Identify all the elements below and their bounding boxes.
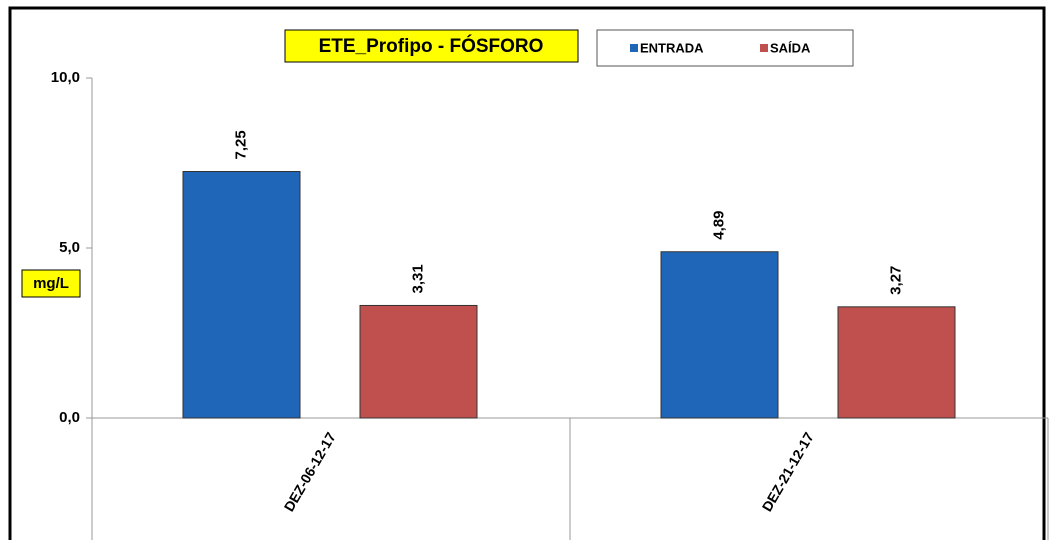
title-box [284, 29, 579, 63]
value-label: 7,25 [232, 130, 249, 159]
chart-title: ETE_Profipo - FÓSFORO [319, 35, 544, 57]
legend-label: ENTRADA [640, 40, 704, 55]
legend-label: SAÍDA [770, 40, 811, 55]
bar [837, 306, 956, 419]
y-tick-label: 0,0 [59, 409, 80, 426]
bar [182, 171, 301, 419]
y-tick-label: 5,0 [59, 239, 80, 256]
legend-swatch [630, 44, 638, 52]
legend-swatch [760, 44, 768, 52]
value-label: 3,27 [887, 266, 904, 295]
bar [359, 304, 478, 419]
y-axis-label: mg/L [33, 275, 69, 292]
value-label: 4,89 [710, 211, 727, 240]
value-label: 3,31 [409, 264, 426, 293]
y-tick-label: 10,0 [51, 69, 80, 86]
y-label-box [21, 269, 81, 298]
bar [660, 251, 779, 419]
chart-frame [8, 6, 1046, 540]
legend-box [596, 29, 854, 67]
